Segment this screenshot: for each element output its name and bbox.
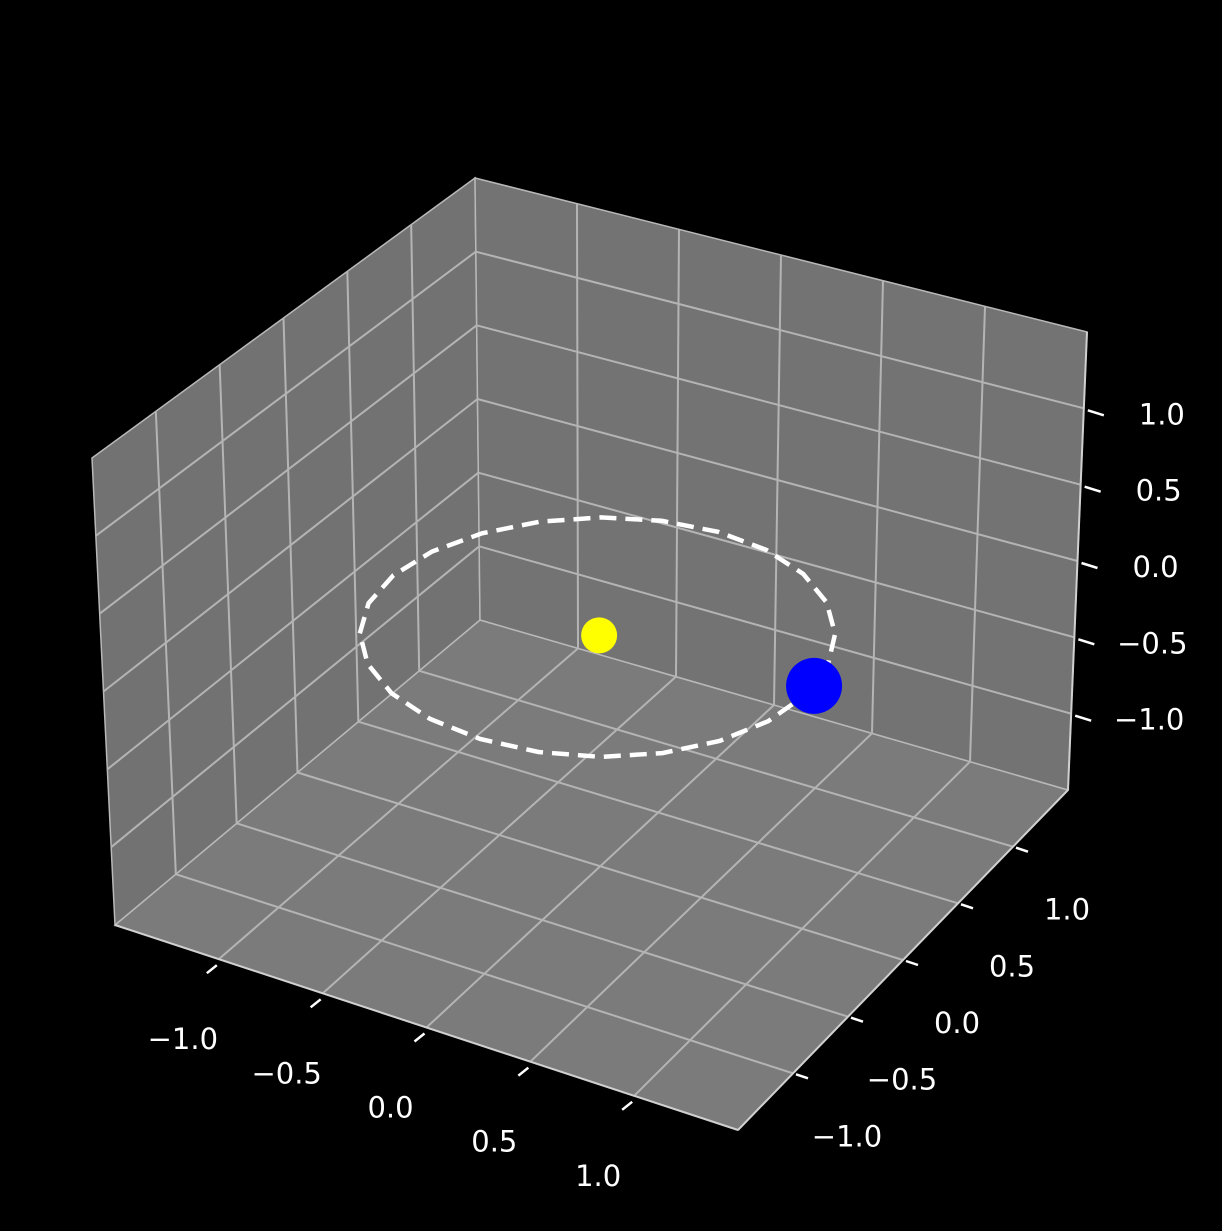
grid-line (475, 250, 1085, 410)
z-tick-label: −0.5 (1117, 626, 1187, 660)
x-tick-mark (206, 964, 218, 975)
grid-line (95, 250, 477, 537)
y-tick-label: 1.0 (1044, 893, 1090, 927)
grid-line (236, 822, 849, 1018)
grid-line (106, 471, 479, 771)
y-tick-label: −1.0 (812, 1119, 882, 1153)
z-tick-label: 0.0 (1132, 550, 1178, 584)
grid-line (477, 398, 1078, 562)
y-tick-mark (1015, 846, 1029, 853)
grid-line (110, 545, 480, 848)
y-tick-label: 0.5 (989, 949, 1035, 983)
x-tick-mark (621, 1100, 633, 1111)
x-tick-mark (309, 998, 322, 1009)
y-tick-label: 0.0 (934, 1006, 980, 1040)
grid-line (358, 720, 959, 905)
grid-line (102, 398, 479, 693)
x-tick-label: −0.5 (251, 1056, 321, 1090)
axis-line (737, 789, 1069, 1131)
x-tick-label: 0.5 (471, 1125, 517, 1159)
x-tick-label: −1.0 (148, 1022, 218, 1056)
y-tick-label: −0.5 (867, 1063, 937, 1097)
orbit-line (357, 515, 838, 760)
z-tick-mark (1074, 714, 1092, 722)
grid-line (476, 324, 1081, 486)
grid-line (478, 545, 1072, 715)
y-tick-mark (905, 959, 919, 967)
grid-line (418, 669, 1014, 848)
z-tick-label: 0.5 (1136, 474, 1182, 508)
z-tick-mark (1087, 409, 1105, 417)
grid-line (297, 771, 904, 961)
axis-line (1067, 331, 1088, 791)
point (581, 617, 618, 654)
z-tick-mark (1077, 638, 1095, 646)
x-tick-label: 0.0 (367, 1091, 413, 1125)
z-tick-mark (1081, 561, 1098, 570)
y-tick-mark (960, 903, 974, 910)
y-tick-mark (850, 1016, 864, 1023)
x-tick-label: 1.0 (575, 1159, 621, 1193)
z-tick-mark (1084, 485, 1102, 493)
z-tick-label: 1.0 (1139, 397, 1185, 431)
grid-line (175, 873, 794, 1075)
point (786, 657, 843, 714)
axis-line (114, 924, 739, 1131)
grid-line (99, 324, 478, 615)
y-tick-mark (795, 1073, 809, 1080)
x-tick-mark (517, 1066, 530, 1077)
x-tick-mark (413, 1032, 426, 1043)
z-tick-label: −1.0 (1114, 703, 1184, 737)
